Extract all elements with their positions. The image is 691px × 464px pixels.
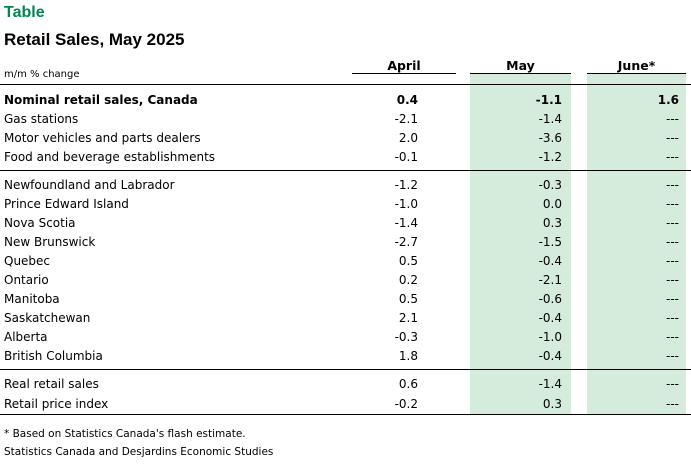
june-column-shade (587, 74, 686, 414)
april-value: 0.5 (398, 254, 418, 268)
may-value: 0.3 (542, 397, 562, 411)
may-value: -0.4 (538, 349, 562, 363)
may-column-shade (470, 74, 571, 414)
june-value: --- (666, 178, 679, 192)
june-value: --- (666, 349, 679, 363)
june-value: --- (666, 273, 679, 287)
may-value: 0.3 (542, 216, 562, 230)
april-value: -2.1 (394, 112, 418, 126)
june-value: 1.6 (657, 93, 679, 107)
table-title: Retail Sales, May 2025 (4, 30, 185, 49)
row-label: Manitoba (4, 292, 60, 306)
row-label: Ontario (4, 273, 49, 287)
row-label: Food and beverage establishments (4, 150, 216, 164)
table-top-rule (0, 84, 691, 85)
may-value: -1.2 (538, 150, 562, 164)
may-value: -1.1 (535, 93, 562, 107)
april-value: 1.8 (398, 349, 418, 363)
table-row: Nominal retail sales, Canada 0.4 -1.1 1.… (0, 91, 691, 110)
june-value: --- (666, 397, 679, 411)
june-value: --- (666, 292, 679, 306)
table-row: Ontario 0.2 -2.1 --- (0, 271, 691, 290)
column-header-rule-may (470, 73, 571, 74)
table-row: New Brunswick -2.7 -1.5 --- (0, 233, 691, 252)
row-label: Quebec (4, 254, 51, 268)
row-label: Saskatchewan (4, 311, 91, 325)
june-value: --- (666, 330, 679, 344)
table-row: Real retail sales 0.6 -1.4 --- (0, 375, 691, 394)
table-row: Nova Scotia -1.4 0.3 --- (0, 214, 691, 233)
table-label: Table (4, 4, 45, 21)
april-value: 0.5 (398, 292, 418, 306)
may-value: -1.0 (538, 330, 562, 344)
footnote: * Based on Statistics Canada's flash est… (4, 428, 246, 440)
source-note: Statistics Canada and Desjardins Economi… (4, 446, 274, 458)
april-value: 0.2 (398, 273, 418, 287)
table-row: British Columbia 1.8 -0.4 --- (0, 347, 691, 366)
row-label: Prince Edward Island (4, 197, 129, 211)
may-value: -0.6 (538, 292, 562, 306)
table-row: Manitoba 0.5 -0.6 --- (0, 290, 691, 309)
row-label: Motor vehicles and parts dealers (4, 131, 201, 145)
column-header-rule-april (352, 73, 456, 74)
june-value: --- (666, 150, 679, 164)
row-label: Gas stations (4, 112, 79, 126)
april-value: -1.2 (394, 178, 418, 192)
may-value: -0.3 (538, 178, 562, 192)
may-value: -2.1 (538, 273, 562, 287)
june-value: --- (666, 311, 679, 325)
may-value: -1.4 (538, 377, 562, 391)
section-divider (0, 170, 691, 171)
june-value: --- (666, 112, 679, 126)
may-value: -3.6 (538, 131, 562, 145)
april-value: 2.0 (398, 131, 418, 145)
row-label: New Brunswick (4, 235, 96, 249)
column-header-may: May (506, 58, 535, 73)
april-value: -2.7 (394, 235, 418, 249)
june-value: --- (666, 197, 679, 211)
table-row: Gas stations -2.1 -1.4 --- (0, 110, 691, 129)
table-row: Quebec 0.5 -0.4 --- (0, 252, 691, 271)
table-row: Motor vehicles and parts dealers 2.0 -3.… (0, 129, 691, 148)
row-label: Retail price index (4, 397, 109, 411)
june-value: --- (666, 216, 679, 230)
column-header-june: June* (617, 58, 656, 73)
table-row: Retail price index -0.2 0.3 --- (0, 395, 691, 414)
row-label: Nova Scotia (4, 216, 76, 230)
april-value: -0.2 (394, 397, 418, 411)
april-value: -0.3 (394, 330, 418, 344)
column-header-april: April (387, 58, 421, 73)
units-label: m/m % change (4, 69, 80, 80)
table-row: Saskatchewan 2.1 -0.4 --- (0, 309, 691, 328)
april-value: 0.6 (398, 377, 418, 391)
april-value: 0.4 (396, 93, 418, 107)
table-row: Alberta -0.3 -1.0 --- (0, 328, 691, 347)
june-value: --- (666, 254, 679, 268)
table-row: Prince Edward Island -1.0 0.0 --- (0, 195, 691, 214)
may-value: -0.4 (538, 254, 562, 268)
april-value: -1.0 (394, 197, 418, 211)
row-label: British Columbia (4, 349, 103, 363)
table-row: Newfoundland and Labrador -1.2 -0.3 --- (0, 176, 691, 195)
table-bottom-rule (0, 414, 691, 415)
row-label: Real retail sales (4, 377, 99, 391)
row-label: Alberta (4, 330, 48, 344)
may-value: -0.4 (538, 311, 562, 325)
section-divider (0, 369, 691, 370)
april-value: 2.1 (398, 311, 418, 325)
april-value: -0.1 (394, 150, 418, 164)
june-value: --- (666, 131, 679, 145)
june-value: --- (666, 377, 679, 391)
june-value: --- (666, 235, 679, 249)
may-value: -1.4 (538, 112, 562, 126)
may-value: -1.5 (538, 235, 562, 249)
row-label: Nominal retail sales, Canada (4, 93, 198, 107)
column-header-rule-june (587, 73, 686, 74)
table-row: Food and beverage establishments -0.1 -1… (0, 148, 691, 167)
may-value: 0.0 (542, 197, 562, 211)
april-value: -1.4 (394, 216, 418, 230)
row-label: Newfoundland and Labrador (4, 178, 175, 192)
